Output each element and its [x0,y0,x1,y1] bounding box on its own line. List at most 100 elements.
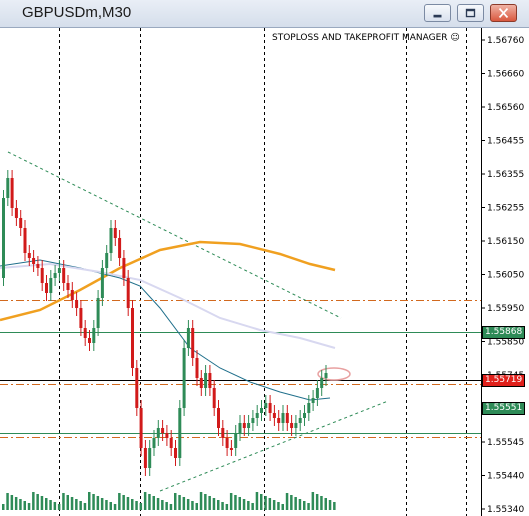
close-icon [498,7,509,19]
title-bar[interactable]: GBPUSDm,M30 [0,0,529,28]
lower-trend-line[interactable] [159,400,389,492]
candle-body [290,423,294,428]
candle-body [49,278,53,293]
candle-body [247,423,251,428]
volume-bar [10,495,14,510]
candle-body [79,308,83,328]
volume-bar [14,497,18,510]
candle-body [307,403,311,413]
volume-bar [75,499,78,510]
volume-bar [182,497,186,510]
candle-body [156,428,160,438]
volume-bar [57,504,61,510]
volume-bar [135,501,138,510]
candle-body [225,438,229,448]
candle-body [6,178,10,198]
upper-level-price-tag: 1.55868 [482,326,526,339]
volume-bar [27,503,31,510]
candle-body [100,268,104,298]
volume-bar [122,495,125,510]
price-chart[interactable]: 1.56760 1.56660 1.56560 1.56455 1.56355 1.562… [0,28,529,516]
candle-body [303,413,306,418]
price-tick-label: 1.56660 [487,70,524,80]
candle-body [118,238,122,258]
candle-body [40,268,44,283]
price-tick-label: 1.56255 [487,204,524,214]
candle-body [315,388,319,398]
volume-bar [320,496,323,510]
price-scale: 1.56760 1.56660 1.56560 1.56455 1.56355 1.562… [481,36,524,515]
smiley-icon: ☺ [450,33,460,43]
candle-body [92,328,96,343]
volume-bar [131,499,134,510]
volume-bar [324,498,327,510]
light-moving-average [0,262,336,349]
candle-body [191,328,195,358]
candle-body [251,418,255,423]
candle-body [311,398,315,403]
volume-bar [161,500,164,510]
close-button[interactable] [490,4,517,22]
candle-body [229,448,233,450]
candle-body [32,258,36,264]
volume-bar [178,495,181,510]
volume-bar [32,492,35,510]
volume-bar [36,494,39,510]
restore-icon [465,8,476,18]
candle-body [148,448,152,468]
volume-bar [229,493,233,510]
candle-body [204,373,208,388]
candle-body [113,228,117,238]
candle-body [75,300,79,308]
candle-body [131,308,134,368]
candle-body [135,368,139,408]
candle-body [199,378,203,388]
volume-bar [53,502,57,510]
candle-body [268,403,272,413]
volume-bar [238,497,241,510]
candle-body [62,268,66,283]
candle-body [88,338,91,343]
volume-bar [221,502,224,510]
candle-body [14,208,18,218]
volume-bar [118,493,121,510]
volume-bar [88,492,91,510]
volume-bar [272,500,276,510]
position-marker[interactable] [317,367,351,381]
volume-bar [109,502,112,510]
price-tick-label: 1.55340 [487,505,524,515]
price-tick-label: 1.55950 [487,304,524,314]
candle-body [234,433,238,448]
candle-body [242,423,246,428]
volume-bar [152,496,155,510]
candle-body [126,278,130,308]
candle-body [66,283,70,290]
volume-bar [307,503,310,510]
volume-bar [156,498,160,510]
volume-bar [303,501,306,510]
candle-body [178,408,182,458]
candle-body [36,264,40,268]
lower-level-price-tag: 1.55551 [482,402,526,415]
volume-bar [169,504,173,510]
candle-body [143,448,147,468]
volume-bar [113,504,117,510]
volume-bar [19,499,22,510]
volume-bar [315,494,319,510]
candle-body [161,428,165,433]
minimize-button[interactable] [424,4,451,22]
candle-body [238,423,242,433]
volume-bar [204,494,207,510]
candle-body [105,253,109,268]
upper-trend-line[interactable] [7,151,342,319]
volume-bar [139,503,143,510]
price-tick-label: 1.56050 [487,271,524,281]
price-tick-label: 1.56455 [487,137,524,147]
candle-body [53,273,57,278]
restore-button[interactable] [457,4,484,22]
volume-bar [195,503,198,510]
volume-bar [70,497,74,510]
volume-bar [208,496,211,510]
candle-body [208,373,212,388]
